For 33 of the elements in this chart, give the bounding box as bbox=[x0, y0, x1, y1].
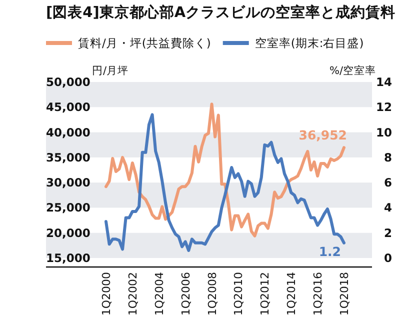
y-tick-label: 35,000 bbox=[46, 150, 90, 164]
y2-tick-label: 8 bbox=[384, 150, 392, 164]
y2-tick-label: 4 bbox=[384, 200, 392, 215]
y-tick-label: 25,000 bbox=[46, 200, 90, 215]
y-tick-label: 30,000 bbox=[46, 176, 90, 190]
data-label: 1.2 bbox=[318, 244, 341, 259]
y2-axis-title: %/空室率 bbox=[329, 64, 376, 77]
x-tick-label: 1Q2002 bbox=[126, 272, 140, 316]
legend-label: 賃料/月・坪(共益費除く) bbox=[78, 36, 211, 50]
y2-tick-label: 14 bbox=[376, 75, 392, 89]
y2-tick-label: 2 bbox=[384, 226, 392, 240]
y-tick-label: 15,000 bbox=[46, 251, 90, 265]
y-tick-label: 20,000 bbox=[46, 226, 90, 240]
x-tick-label: 1Q2006 bbox=[179, 272, 192, 316]
x-tick-label: 1Q2004 bbox=[152, 272, 166, 316]
x-tick-label: 1Q2000 bbox=[100, 272, 113, 316]
y-axis-title: 円/月坪 bbox=[92, 65, 129, 77]
x-tick-label: 1Q2018 bbox=[338, 272, 351, 316]
legend-label: 空室率(期末:右目盛) bbox=[254, 36, 364, 50]
x-tick-label: 1Q2016 bbox=[312, 272, 325, 316]
x-tick-label: 1Q2014 bbox=[285, 272, 298, 316]
y-tick-label: 50,000 bbox=[46, 75, 90, 89]
y2-tick-label: 6 bbox=[384, 176, 392, 190]
x-tick-label: 1Q2010 bbox=[232, 272, 246, 316]
y2-tick-label: 10 bbox=[376, 125, 392, 140]
data-label: 36,952 bbox=[298, 128, 347, 143]
y2-tick-label: 12 bbox=[376, 100, 392, 114]
y2-tick-label: 0 bbox=[384, 251, 392, 265]
x-tick-label: 1Q2012 bbox=[258, 272, 272, 316]
x-tick-label: 1Q2008 bbox=[206, 272, 219, 316]
y-tick-label: 40,000 bbox=[46, 125, 90, 140]
y-tick-label: 45,000 bbox=[46, 100, 90, 114]
chart-title: [図表4]東京都心部Aクラスビルの空室率と成約賃料 bbox=[46, 3, 396, 21]
